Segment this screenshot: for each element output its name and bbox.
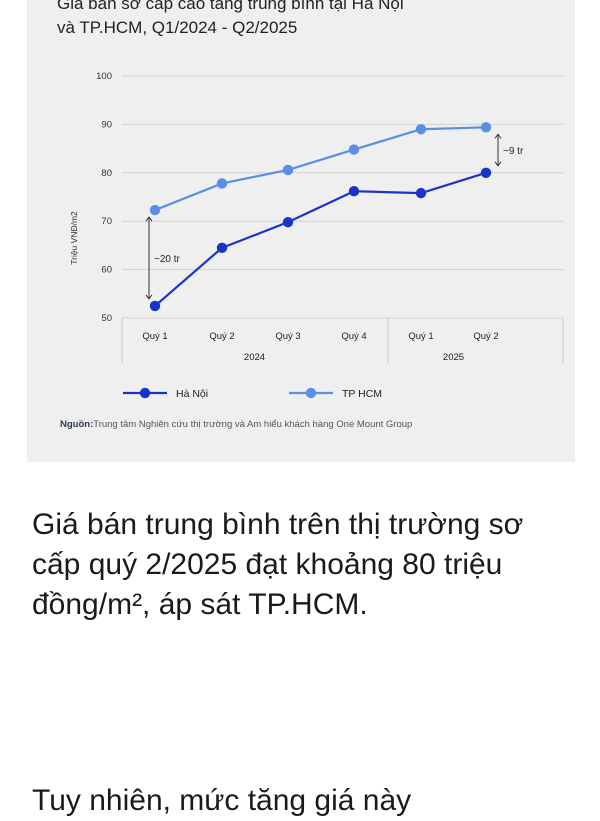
y-tick-label: 90 [101,119,112,130]
chart-title: Giá bán sơ cấp cao tầng trung bình tại H… [57,0,575,40]
series-point-0 [480,167,492,178]
series-line-0 [154,171,487,307]
series-point-1 [282,164,294,176]
annotation-label: ~9 tr [503,146,524,157]
series-point-1 [216,178,228,189]
x-tick-label: Quý 1 [142,331,167,342]
chart-title-line-1: Giá bán sơ cấp cao tầng trung bình tại H… [57,0,404,13]
series-line-1 [154,126,487,212]
x-tick-label: Quý 3 [275,331,300,342]
series-point-0 [216,242,228,254]
annotation-arrow-head [145,216,153,222]
source-text: Trung tâm Nghiên cứu thị trường và Am hi… [93,419,413,430]
line-chart: 50 60 70 80 90 100 Triệu VNĐ/m2 Quý 1 Quý 2 Quý 3… [69,71,564,400]
legend-marker [139,387,151,399]
series-point-0 [149,300,161,312]
chart-title-line-2: và TP.HCM, Q1/2024 - Q2/2025 [57,18,298,37]
y-axis-label: Triệu VNĐ/m2 [69,211,79,265]
y-tick-label: 80 [101,168,112,179]
annotation-arrow-head [494,133,502,139]
source-prefix: Nguồn: [60,419,94,430]
x-tick-label: Quý 2 [209,331,234,342]
article-next-line: Tuy nhiên, mức tăng giá này [32,784,412,817]
series-point-1 [149,204,161,216]
x-group-label: 2025 [443,352,464,363]
series-point-1 [480,122,492,133]
x-tick-label: Quý 4 [341,331,366,342]
y-tick-label: 70 [101,216,112,227]
x-tick-label: Quý 2 [473,331,498,342]
legend-label: Hà Nội [176,388,208,400]
annotation-arrow-head [494,161,502,167]
chart-source: Nguồn:Trung tâm Nghiên cứu thị trường và… [60,419,412,430]
series-point-1 [415,124,427,135]
y-tick-label: 60 [101,265,112,276]
x-group-label: 2024 [244,352,265,363]
legend-label: TP HCM [342,388,382,400]
annotation-label: ~20 tr [154,254,181,265]
x-tick-label: Quý 1 [408,331,433,342]
chart-card: Giá bán sơ cấp cao tầng trung bình tại H… [27,0,575,462]
series-point-0 [415,187,427,199]
legend-marker [305,387,317,399]
y-tick-label: 100 [96,71,112,82]
annotation-arrow-head [145,294,153,300]
series-point-0 [282,216,294,228]
series-point-0 [348,185,360,197]
series-point-1 [348,144,360,155]
y-tick-label: 50 [101,313,112,324]
article-paragraph: Giá bán trung bình trên thị trường sơ cấ… [32,508,524,621]
